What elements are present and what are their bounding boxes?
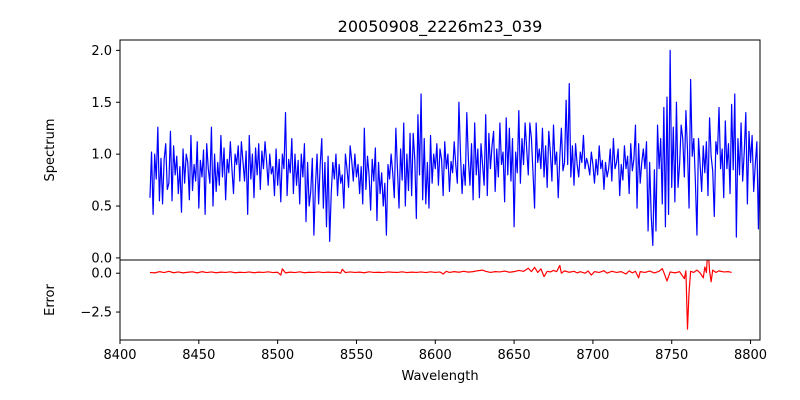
xtick-label: 8450 [182,348,215,363]
spectrum-panel: 0.0 0.5 1.0 1.5 2.0 Spectrum [43,39,761,266]
error-tick-marks: 0.0 −2.5 8400 8450 8500 8550 8600 8650 8700 8750 8… [80,267,767,363]
xtick-label: 8700 [576,348,609,363]
spectrum-ylabel: Spectrum [43,119,58,182]
spectrum-ytick-marks: 0.0 0.5 1.0 1.5 2.0 [91,44,120,266]
xtick-label: 8650 [498,348,531,363]
error-panel: 0.0 −2.5 8400 8450 8500 8550 8600 8650 8700 8750 8… [43,259,767,384]
spectrum-ytick-label: 0.0 [91,251,112,266]
spectrum-ytick-label: 2.0 [91,44,112,59]
spectrum-ytick-label: 0.5 [91,200,112,215]
xtick-label: 8400 [103,348,136,363]
xtick-label: 8750 [655,348,688,363]
spectrum-ytick-label: 1.5 [91,96,112,111]
spectrum-ytick-label: 1.0 [91,148,112,163]
error-line [149,260,732,330]
error-series [149,260,732,330]
spectrum-line [149,49,760,247]
xtick-label: 8500 [261,348,294,363]
error-ylabel: Error [43,284,58,316]
xtick-label: 8600 [419,348,452,363]
chart-title: 20050908_2226m23_039 [338,17,543,37]
xtick-label: 8550 [340,348,373,363]
error-axes-frame [119,259,761,341]
xtick-label: 8800 [734,348,767,363]
xlabel: Wavelength [401,369,478,384]
error-ytick-label: −2.5 [80,306,112,321]
error-ytick-label: 0.0 [91,267,112,282]
spectrum-series [149,49,760,247]
